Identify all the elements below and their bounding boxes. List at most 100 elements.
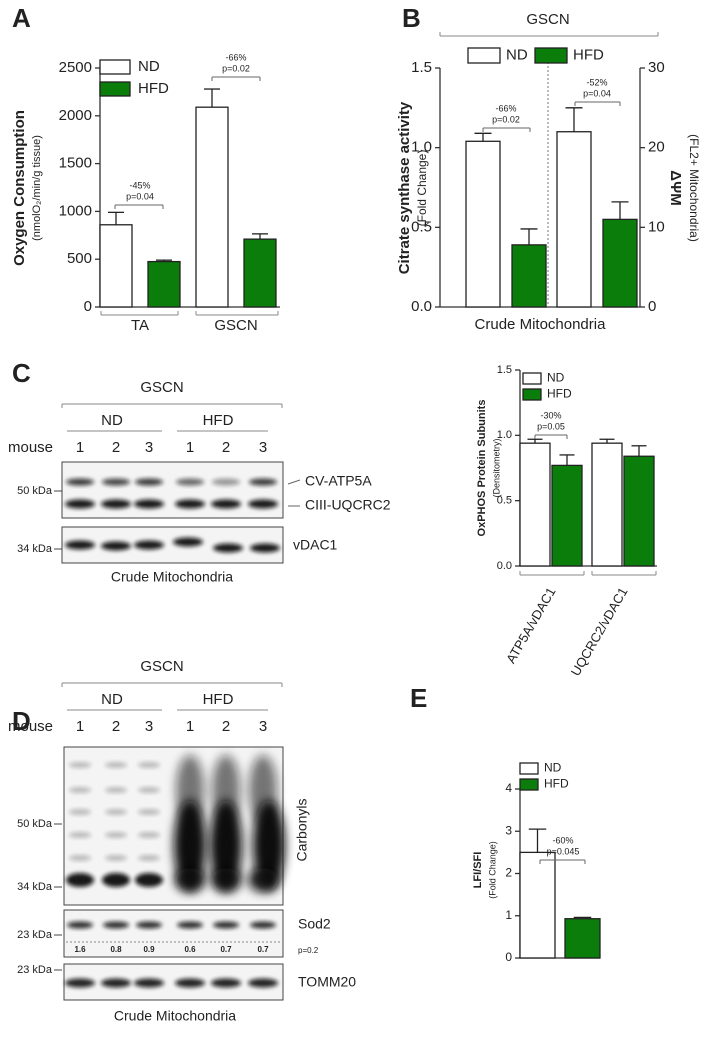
y-tick-label: 2500 xyxy=(59,59,92,76)
blot-band xyxy=(138,809,160,815)
blot-band xyxy=(248,978,278,988)
row-label: mouse xyxy=(8,439,53,456)
y-axis-sublabel: (Densitometry) xyxy=(491,438,501,497)
blot-band xyxy=(136,921,162,929)
lane-label: 3 xyxy=(259,439,267,456)
y-tick-label: 4 xyxy=(505,781,512,795)
blot-band xyxy=(210,800,242,890)
y-tick-label: 1.0 xyxy=(497,429,512,441)
lane-label: 2 xyxy=(222,439,230,456)
blot-band xyxy=(66,873,94,887)
blot-band xyxy=(103,921,129,929)
band-label: CIII-UQCRC2 xyxy=(305,497,391,513)
bar xyxy=(195,106,229,308)
quant-value: 0.8 xyxy=(110,945,122,954)
blot-band xyxy=(65,978,95,988)
blot-band xyxy=(105,787,127,793)
annotation-percent: -60% xyxy=(552,835,573,845)
blot-band xyxy=(69,787,91,793)
lane-label: 3 xyxy=(145,439,153,456)
quant-value: 0.7 xyxy=(257,945,269,954)
legend-swatch xyxy=(522,388,542,401)
annotation-p-value: p=0.02 xyxy=(492,114,520,124)
legend-swatch xyxy=(522,372,542,385)
quant-value: 1.6 xyxy=(74,945,86,954)
legend-swatch xyxy=(467,47,501,64)
blot-band xyxy=(105,832,127,838)
blot-band xyxy=(248,868,278,892)
blot-band xyxy=(134,978,164,988)
quant-value: 0.7 xyxy=(220,945,232,954)
bar xyxy=(602,218,638,308)
y-tick-label: 1 xyxy=(505,908,512,922)
blot-membrane xyxy=(61,526,284,564)
bar xyxy=(564,918,601,959)
band-label: CV-ATP5A xyxy=(305,473,372,489)
size-marker: 50 kDa xyxy=(17,485,53,497)
blot-band xyxy=(177,921,203,929)
y-tick-label: 0 xyxy=(84,298,92,315)
annotation-p-value: p=0.02 xyxy=(222,63,250,73)
blot-title: GSCN xyxy=(140,658,183,675)
lane-label: 1 xyxy=(186,718,194,735)
y-tick-label: 0.0 xyxy=(497,560,512,572)
size-marker: 23 kDa xyxy=(17,964,53,976)
blot-band xyxy=(213,921,239,929)
panel-letter: E xyxy=(410,683,427,713)
y-axis-sublabel: (nmolO₂/min/g tissue) xyxy=(31,135,43,241)
blot-band xyxy=(250,921,276,929)
blot-band xyxy=(105,762,127,768)
blot-band xyxy=(175,868,205,892)
y-tick-label: 1.5 xyxy=(411,59,432,76)
bar xyxy=(147,260,181,308)
blot-title: GSCN xyxy=(140,379,183,396)
lane-label: 2 xyxy=(112,439,120,456)
bar xyxy=(519,442,551,567)
blot-band xyxy=(211,978,241,988)
size-marker: 50 kDa xyxy=(17,818,53,830)
annotation-p-value: p=0.04 xyxy=(126,191,154,201)
y-tick-label: 2000 xyxy=(59,107,92,124)
quant-p-value: p=0.2 xyxy=(298,946,319,955)
y2-axis-label: ΔΨM xyxy=(667,170,684,205)
y-axis-label: Oxygen Consumption xyxy=(11,110,28,266)
quant-value: 0.6 xyxy=(184,945,196,954)
group-label: ND xyxy=(101,412,123,429)
y-tick-label: 2 xyxy=(505,866,512,880)
blot-band xyxy=(101,978,131,988)
bar xyxy=(551,464,583,567)
x-tick-label: TA xyxy=(131,317,149,334)
band-label: TOMM20 xyxy=(298,974,356,990)
y-tick-label: 1500 xyxy=(59,155,92,172)
lane-label: 1 xyxy=(76,439,84,456)
annotation-p-value: p=0.05 xyxy=(537,421,565,431)
size-marker: 34 kDa xyxy=(17,881,53,893)
legend-label: HFD xyxy=(138,80,169,97)
bar xyxy=(519,851,556,959)
blot-band xyxy=(176,478,204,486)
row-label: mouse xyxy=(8,718,53,735)
lane-label: 3 xyxy=(259,718,267,735)
bar xyxy=(511,244,547,308)
lane-label: 1 xyxy=(76,718,84,735)
blot-band xyxy=(65,540,95,550)
blot-band xyxy=(66,478,94,486)
blot-band xyxy=(69,855,91,861)
y-axis-sublabel: (Fold Change) xyxy=(415,150,429,227)
y-tick-label: 0.5 xyxy=(497,495,512,507)
y-tick-label: 1.5 xyxy=(497,364,512,376)
bar xyxy=(556,131,592,308)
legend-swatch xyxy=(519,778,539,791)
legend-swatch xyxy=(99,59,131,75)
y-tick-label: 0 xyxy=(505,950,512,964)
y2-axis-sublabel: (FL2+ Mitochondria) xyxy=(687,134,701,242)
blot-band xyxy=(250,543,280,553)
group-label: HFD xyxy=(203,691,234,708)
blot-band xyxy=(175,978,205,988)
legend-label: ND xyxy=(544,761,562,775)
blot-band xyxy=(212,478,240,486)
blot-band xyxy=(175,499,205,509)
blot-band xyxy=(249,478,277,486)
blot-membrane xyxy=(61,461,284,519)
